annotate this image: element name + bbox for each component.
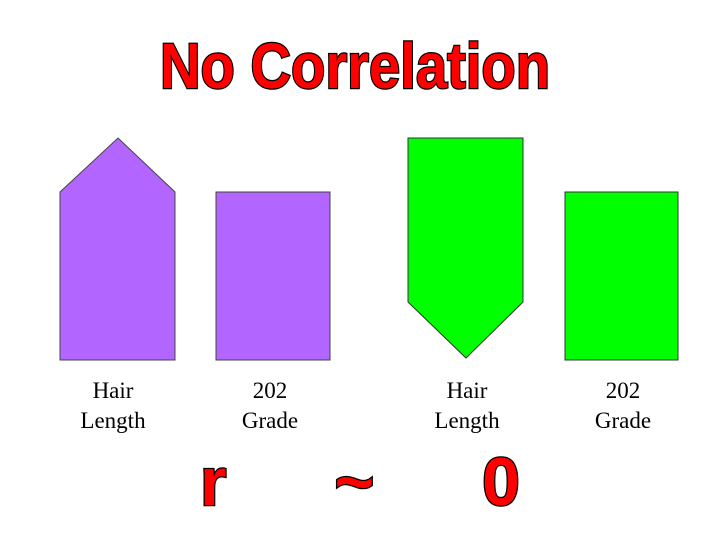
shape-label: Grade (242, 408, 298, 433)
shape-label: Hair (447, 378, 488, 403)
shape-label: Length (80, 408, 146, 433)
up-arrow-shape (59, 137, 176, 361)
rect-shape (215, 191, 331, 361)
shape-label: Length (434, 408, 500, 433)
shape-label: 202 (606, 378, 641, 403)
rect-shape (564, 191, 679, 361)
shape-label: 202 (253, 378, 288, 403)
slide-title: No Correlation (160, 30, 550, 102)
shape-label: Grade (595, 408, 651, 433)
footer-formula: r ~ 0 (200, 444, 520, 520)
down-arrow-shape (407, 137, 524, 359)
shape-label: Hair (93, 378, 134, 403)
